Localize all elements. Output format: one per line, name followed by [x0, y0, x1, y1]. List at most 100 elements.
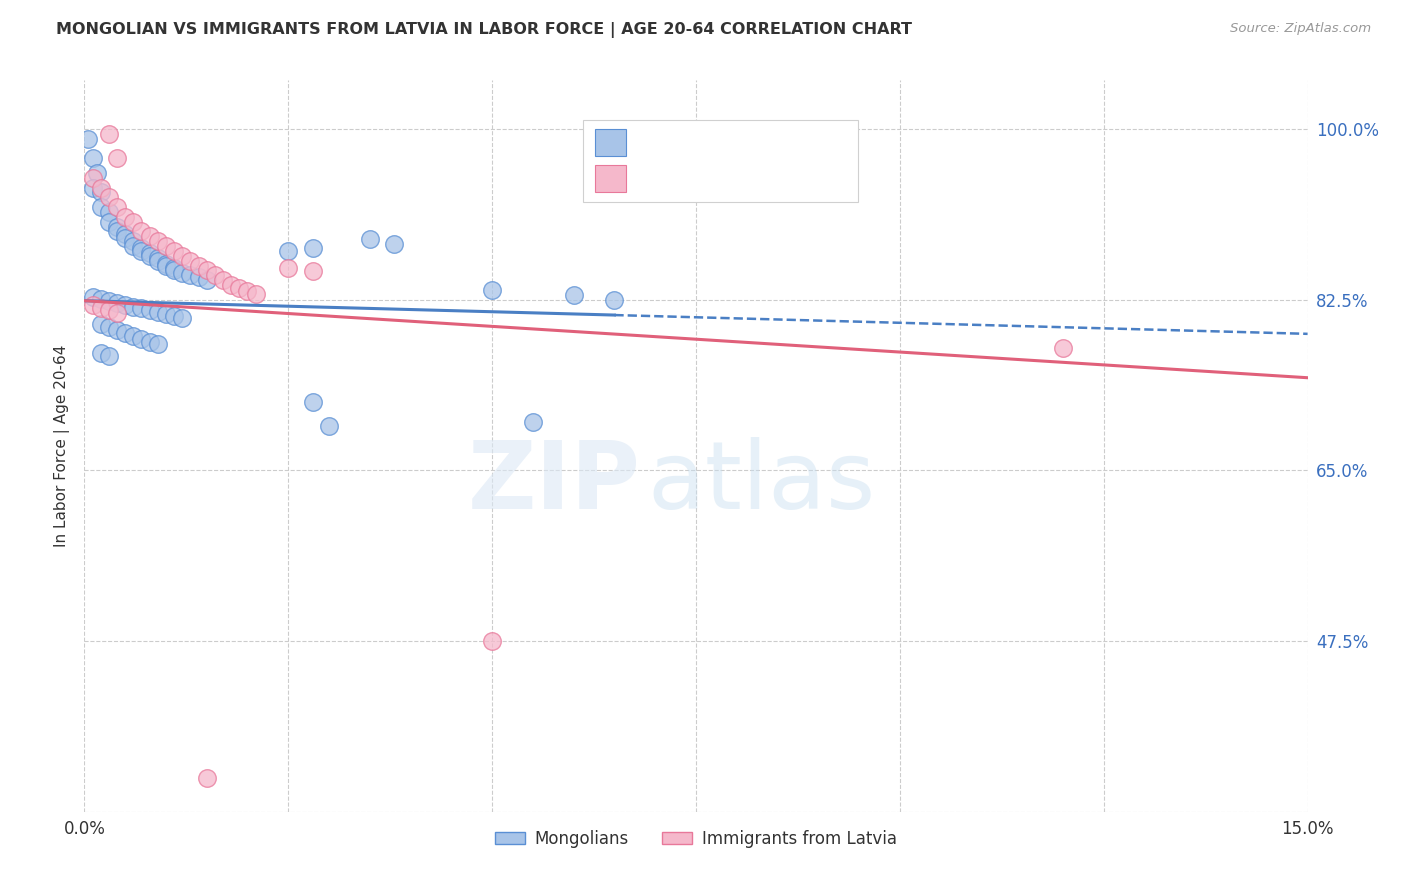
Point	[228, 281, 250, 295]
Point	[122, 328, 145, 343]
Point	[603, 293, 626, 307]
Point	[179, 268, 201, 283]
Point	[90, 346, 112, 360]
Point	[97, 349, 120, 363]
Point	[562, 288, 585, 302]
Y-axis label: In Labor Force | Age 20-64: In Labor Force | Age 20-64	[55, 345, 70, 547]
Point	[82, 180, 104, 194]
Point	[155, 307, 177, 321]
Point	[277, 260, 299, 275]
Point	[105, 295, 128, 310]
Text: R = -0.087    N = 60: R = -0.087 N = 60	[634, 134, 817, 152]
Point	[90, 186, 112, 200]
Point	[359, 232, 381, 246]
Point	[163, 260, 186, 275]
Point	[172, 266, 194, 280]
Point	[114, 227, 136, 242]
Point	[522, 415, 544, 429]
Point	[97, 303, 120, 318]
Point	[146, 253, 169, 268]
Point	[90, 301, 112, 315]
Point	[114, 210, 136, 224]
Point	[138, 303, 160, 318]
Text: atlas: atlas	[647, 436, 876, 529]
Point	[131, 244, 153, 258]
Point	[301, 264, 323, 278]
Point	[138, 229, 160, 244]
Point	[163, 244, 186, 258]
Point	[146, 305, 169, 319]
Point	[114, 326, 136, 340]
Point	[105, 224, 128, 238]
Point	[195, 273, 218, 287]
Point	[301, 241, 323, 255]
Point	[82, 297, 104, 311]
Point	[90, 200, 112, 214]
Point	[195, 771, 218, 785]
Point	[481, 283, 503, 297]
Point	[82, 290, 104, 304]
Point	[131, 301, 153, 316]
Point	[105, 151, 128, 165]
Point	[86, 166, 108, 180]
Point	[105, 219, 128, 234]
Point	[146, 251, 169, 265]
Point	[301, 395, 323, 409]
Point	[105, 200, 128, 214]
Point	[212, 273, 235, 287]
Point	[236, 284, 259, 298]
Point	[82, 170, 104, 185]
Point	[204, 268, 226, 283]
Point	[97, 215, 120, 229]
Point	[172, 249, 194, 263]
Point	[138, 246, 160, 260]
Point	[138, 249, 160, 263]
Point	[97, 320, 120, 334]
Point	[122, 239, 145, 253]
Point	[97, 205, 120, 219]
Point	[146, 234, 169, 248]
Point	[195, 263, 218, 277]
Point	[1052, 342, 1074, 356]
Point	[382, 237, 405, 252]
Point	[155, 259, 177, 273]
Text: R =  -0.137    N =  31: R = -0.137 N = 31	[634, 169, 828, 187]
Point	[131, 241, 153, 255]
Point	[131, 224, 153, 238]
Point	[138, 334, 160, 349]
Point	[245, 286, 267, 301]
Point	[172, 311, 194, 326]
Point	[90, 180, 112, 194]
Point	[187, 270, 209, 285]
Point	[131, 332, 153, 346]
Point	[179, 253, 201, 268]
Point	[90, 317, 112, 331]
Point	[97, 190, 120, 204]
Text: Source: ZipAtlas.com: Source: ZipAtlas.com	[1230, 22, 1371, 36]
Point	[77, 132, 100, 146]
Point	[163, 310, 186, 324]
Point	[90, 292, 112, 306]
Text: ZIP: ZIP	[468, 436, 641, 529]
Point	[481, 634, 503, 648]
Point	[105, 306, 128, 320]
Text: MONGOLIAN VS IMMIGRANTS FROM LATVIA IN LABOR FORCE | AGE 20-64 CORRELATION CHART: MONGOLIAN VS IMMIGRANTS FROM LATVIA IN L…	[56, 22, 912, 38]
Point	[187, 259, 209, 273]
Point	[146, 336, 169, 351]
Point	[114, 231, 136, 245]
Legend: Mongolians, Immigrants from Latvia: Mongolians, Immigrants from Latvia	[488, 823, 904, 855]
Point	[318, 419, 340, 434]
Point	[219, 278, 242, 293]
Point	[163, 263, 186, 277]
Point	[155, 239, 177, 253]
Point	[277, 244, 299, 258]
Point	[122, 300, 145, 314]
Point	[82, 151, 104, 165]
Point	[97, 293, 120, 308]
Point	[105, 323, 128, 337]
Point	[122, 234, 145, 248]
Point	[114, 297, 136, 311]
Point	[97, 127, 120, 141]
Point	[155, 257, 177, 271]
Point	[122, 215, 145, 229]
